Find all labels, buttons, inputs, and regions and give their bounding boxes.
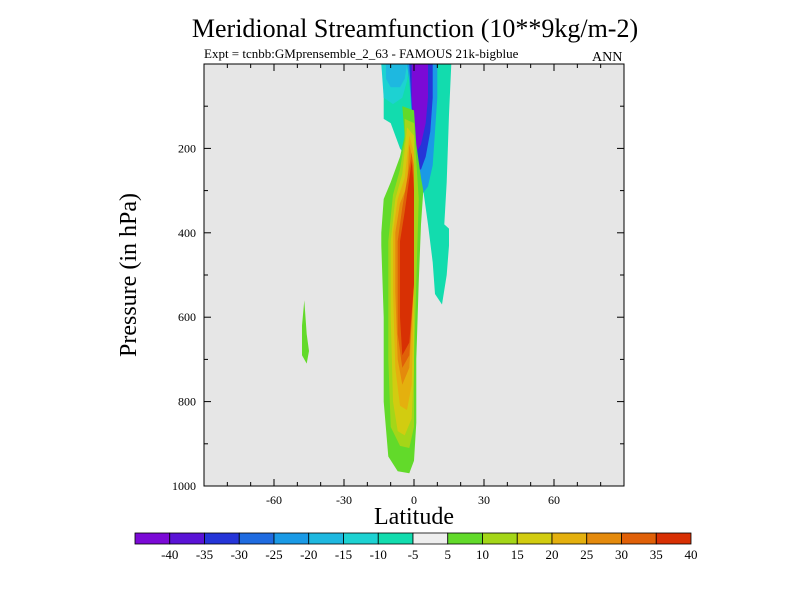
colorbar-label: 10 (476, 547, 489, 562)
x-tick-label: -60 (266, 493, 282, 507)
y-tick-label: 200 (178, 141, 196, 155)
colorbar-swatch (447, 532, 483, 545)
x-tick-label: 30 (478, 493, 490, 507)
y-tick-label: 1000 (172, 479, 196, 493)
colorbar-swatch (308, 532, 344, 545)
colorbar-label: -30 (231, 547, 248, 562)
season-label: ANN (592, 50, 623, 65)
colorbar-label: 25 (580, 547, 593, 562)
y-axis-label: Pressure (in hPa) (116, 193, 142, 357)
neg-contour-band-15 (386, 64, 407, 88)
y-tick-label: 600 (178, 310, 196, 324)
colorbar-swatch (273, 532, 310, 545)
y-tick-label: 400 (178, 226, 196, 240)
colorbar-swatch (377, 532, 414, 545)
pos-small-contour-band (302, 300, 309, 364)
chart-title: Meridional Streamfunction (10**9kg/m-2) (191, 14, 639, 43)
x-tick-label: 60 (548, 493, 560, 507)
colorbar-swatch (238, 532, 275, 545)
pos-contour-band-40 (400, 161, 414, 356)
colorbar-label: -15 (335, 547, 352, 562)
colorbar-label: 20 (546, 547, 559, 562)
colorbar-swatch (343, 532, 379, 545)
colorbar-swatch (586, 532, 622, 545)
colorbar-label: 15 (511, 547, 524, 562)
colorbar-label: -5 (408, 547, 419, 562)
colorbar-label: 5 (445, 547, 452, 562)
x-axis-label: Latitude (374, 504, 454, 530)
colorbar-swatch (482, 532, 518, 545)
x-tick-label: -30 (336, 493, 352, 507)
colorbar-label: 40 (685, 547, 698, 562)
colorbar-label: -10 (370, 547, 387, 562)
x-tick-label: 0 (411, 493, 417, 507)
y-tick-label: 800 (178, 395, 196, 409)
colorbar-swatch (516, 532, 553, 545)
experiment-subtitle: Expt = tcnbb:GMprensemble_2_63 - FAMOUS … (204, 46, 519, 61)
colorbar-swatch (412, 532, 449, 545)
colorbar-swatch (621, 532, 657, 545)
colorbar-label: -20 (300, 547, 317, 562)
colorbar-swatch (551, 532, 588, 545)
colorbar-swatch (655, 532, 692, 545)
colorbar-label: 35 (650, 547, 663, 562)
colorbar-swatch (169, 532, 205, 545)
colorbar-label: -40 (161, 547, 178, 562)
colorbar-label: -25 (265, 547, 282, 562)
colorbar-label: -35 (196, 547, 213, 562)
neg-contour-band-40 (411, 64, 428, 153)
colorbar-swatch (204, 532, 240, 545)
colorbar-label: 30 (615, 547, 628, 562)
colorbar-swatch (134, 532, 171, 545)
